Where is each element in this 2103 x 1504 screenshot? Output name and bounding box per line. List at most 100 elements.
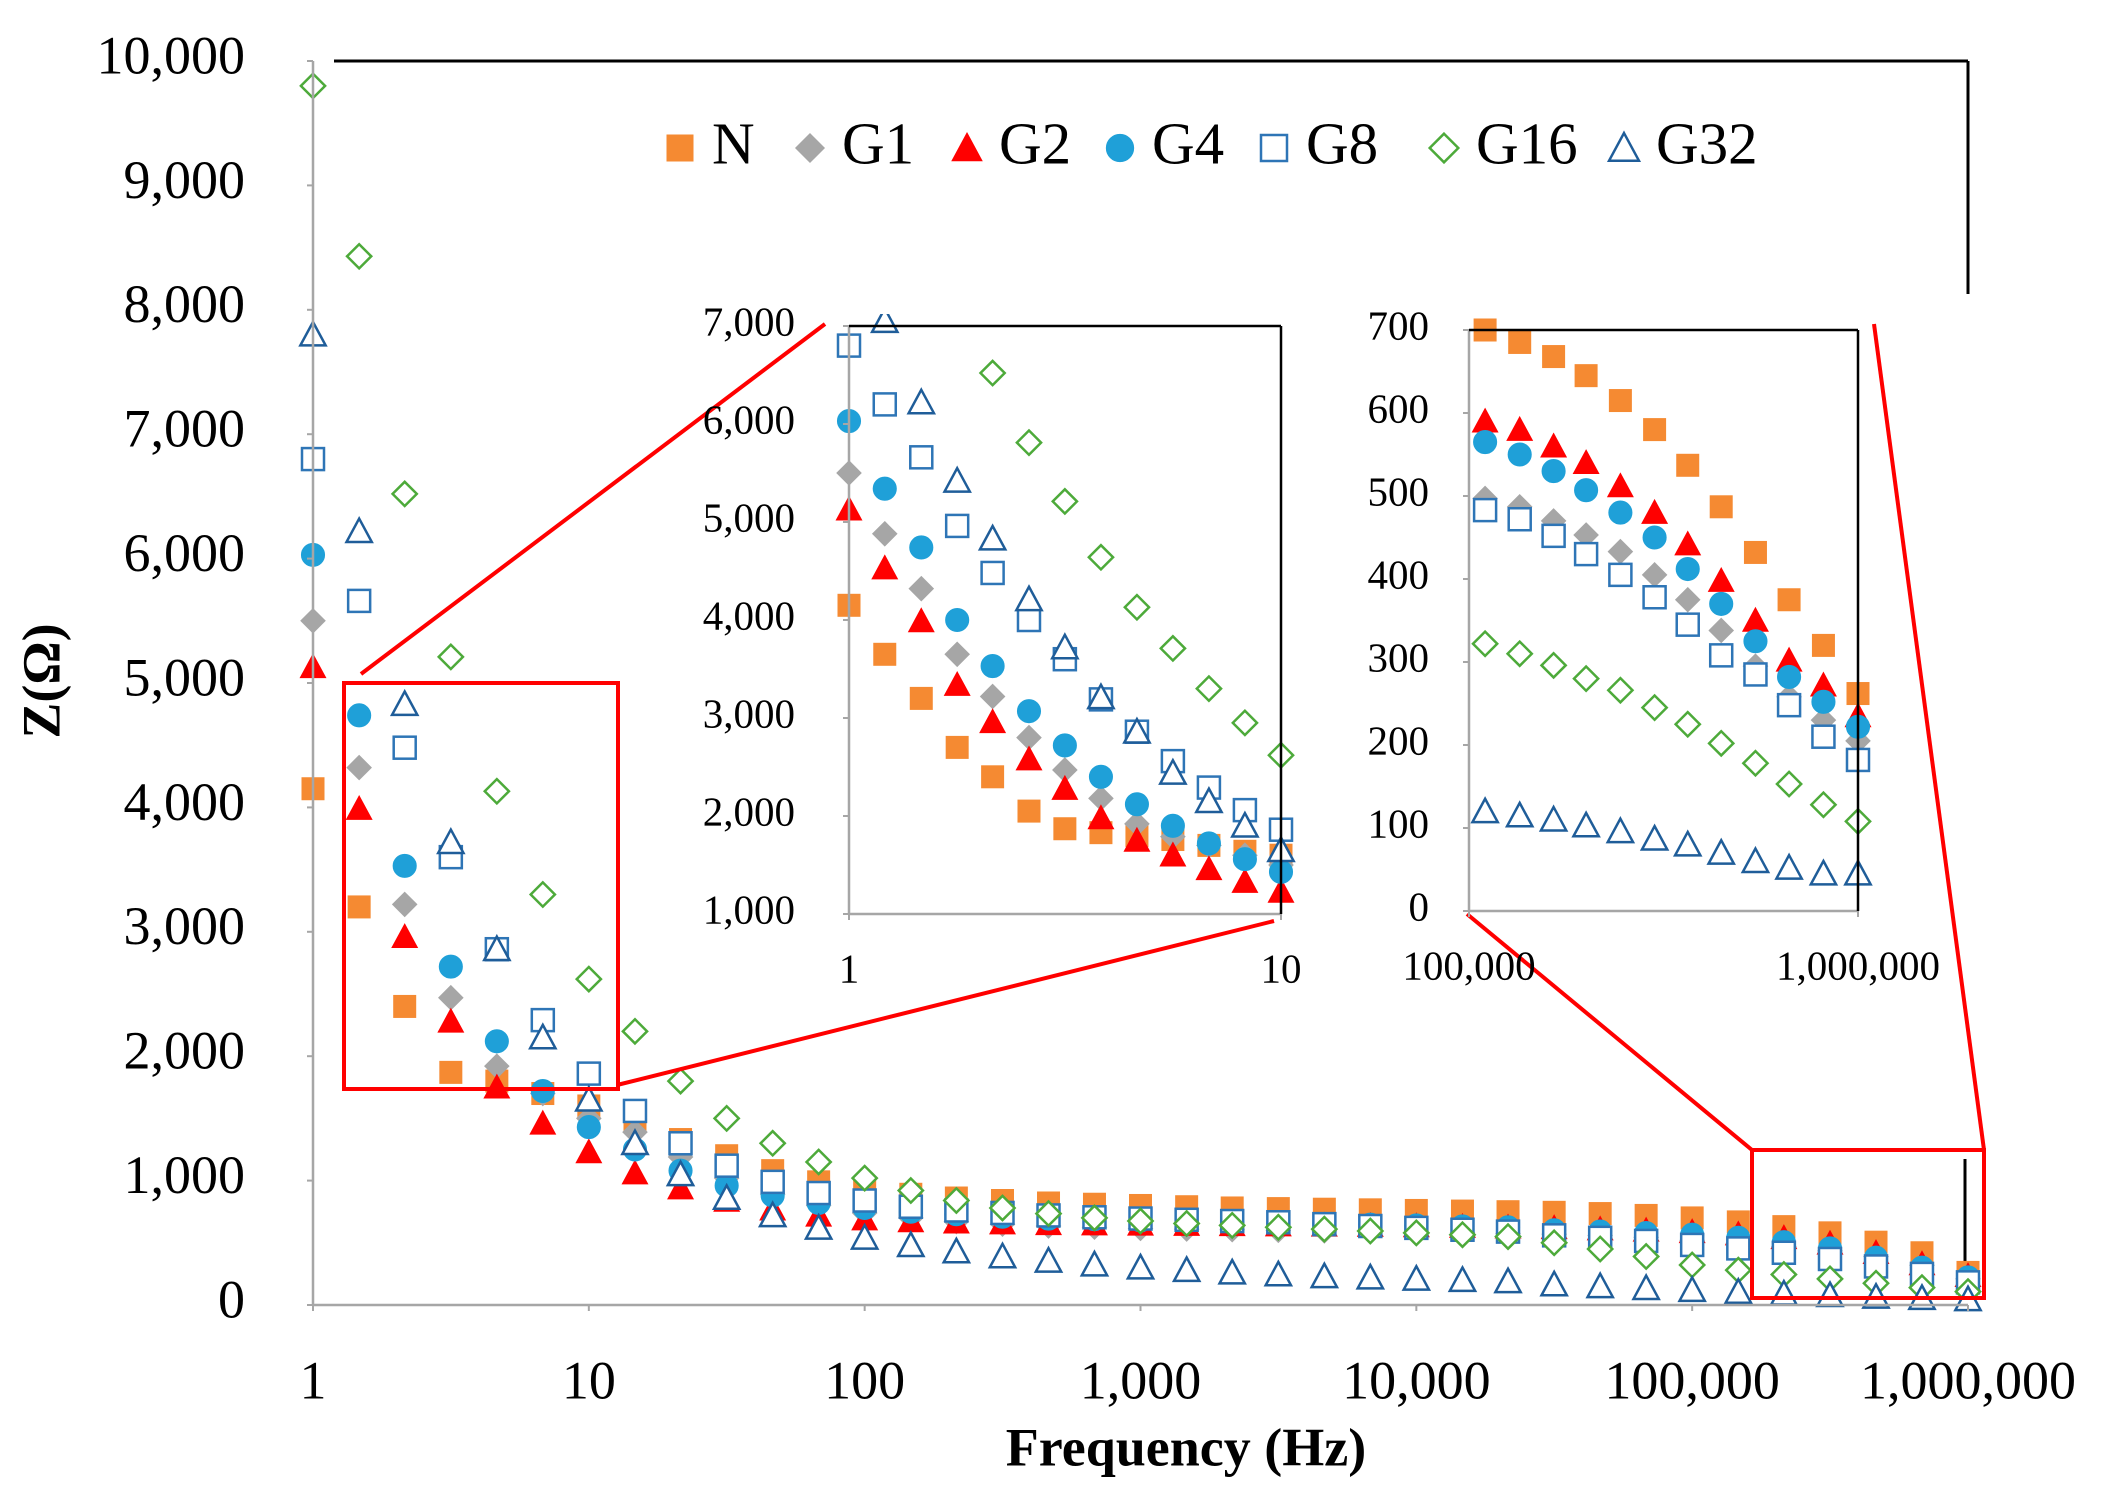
- point: [1706, 837, 1736, 865]
- legend-marker: [794, 132, 826, 164]
- point: [1769, 1278, 1799, 1306]
- point: [980, 560, 1005, 586]
- point: [1608, 562, 1633, 588]
- point: [1080, 1204, 1109, 1232]
- point: [1608, 500, 1633, 525]
- x-tick-label: 100: [824, 1350, 905, 1410]
- point: [945, 607, 970, 633]
- point: [1508, 330, 1532, 354]
- point: [1540, 1228, 1569, 1257]
- x-tick-label: 100,000: [1604, 1350, 1780, 1410]
- point: [1643, 418, 1667, 442]
- point: [850, 1164, 879, 1192]
- point: [1016, 699, 1042, 724]
- point: [1811, 689, 1836, 714]
- point: [1033, 1245, 1064, 1273]
- point: [392, 853, 417, 878]
- point: [988, 1194, 1017, 1222]
- point: [980, 654, 1005, 679]
- point: [1034, 1199, 1063, 1228]
- point: [575, 1138, 603, 1164]
- point: [482, 933, 512, 962]
- point: [1051, 774, 1079, 800]
- point: [345, 242, 374, 271]
- zoom-line: [1465, 912, 1754, 1152]
- y-tick-label: 5,000: [124, 647, 246, 707]
- point: [436, 826, 466, 855]
- point: [389, 688, 420, 717]
- point: [1309, 1261, 1340, 1289]
- x-tick-label: 100,000: [1402, 942, 1535, 988]
- point: [1217, 1257, 1247, 1285]
- point: [1124, 792, 1149, 817]
- point: [393, 994, 417, 1018]
- point: [871, 554, 899, 580]
- point: [987, 1241, 1018, 1269]
- point: [1585, 1271, 1615, 1299]
- point: [345, 794, 373, 820]
- point: [712, 1104, 741, 1133]
- point: [909, 535, 934, 560]
- point: [907, 607, 935, 633]
- point: [1196, 831, 1221, 856]
- point: [1723, 1276, 1754, 1304]
- point: [1573, 541, 1599, 567]
- point: [1740, 845, 1771, 874]
- point: [909, 174, 933, 198]
- zoom-box: [1750, 1148, 1986, 1300]
- point: [906, 387, 937, 415]
- point: [438, 984, 464, 1011]
- point: [1775, 770, 1803, 798]
- point: [391, 923, 419, 949]
- y-tick-label: 6,000: [124, 523, 246, 583]
- point: [666, 1067, 695, 1095]
- point: [1402, 1218, 1431, 1247]
- zoom-box: [342, 681, 620, 1091]
- point: [714, 1153, 739, 1178]
- point: [1606, 676, 1635, 705]
- legend-label: G8: [1306, 111, 1378, 177]
- point: [1159, 634, 1187, 663]
- point: [1743, 540, 1767, 564]
- legend-marker: [1105, 133, 1135, 163]
- point: [1310, 1215, 1339, 1243]
- point: [1230, 810, 1260, 838]
- point: [1493, 1266, 1523, 1294]
- point: [391, 891, 418, 918]
- point: [1507, 506, 1532, 532]
- point: [484, 1029, 509, 1054]
- point: [1471, 629, 1499, 658]
- point: [1016, 607, 1042, 633]
- inset-bg: [1452, 320, 1872, 920]
- point: [1355, 1262, 1386, 1290]
- point: [1674, 586, 1701, 613]
- y-tick-label: 3,000: [124, 896, 246, 956]
- point: [1195, 674, 1223, 703]
- point: [1123, 826, 1151, 852]
- x-tick-label: 10: [1261, 945, 1302, 991]
- point: [1263, 1259, 1294, 1287]
- point: [576, 1115, 601, 1140]
- point: [1218, 1211, 1247, 1240]
- point: [574, 965, 603, 993]
- point: [978, 359, 1007, 387]
- point: [1539, 651, 1568, 680]
- point: [1741, 749, 1770, 778]
- y-tick-label: 100: [1368, 800, 1430, 846]
- point: [896, 1176, 925, 1205]
- point: [1641, 498, 1669, 524]
- point: [896, 1230, 926, 1258]
- point: [1014, 584, 1044, 612]
- y-tick-label: 10,000: [97, 25, 246, 85]
- point: [530, 1078, 555, 1104]
- point: [1776, 692, 1802, 718]
- legend-label: N: [712, 111, 755, 177]
- y-tick-label: 2,000: [703, 788, 795, 834]
- point: [1811, 633, 1835, 657]
- point: [760, 1169, 785, 1195]
- point: [667, 1174, 695, 1200]
- point: [1642, 525, 1667, 550]
- point: [1506, 415, 1534, 441]
- x-tick-label: 1,000: [1080, 1350, 1202, 1410]
